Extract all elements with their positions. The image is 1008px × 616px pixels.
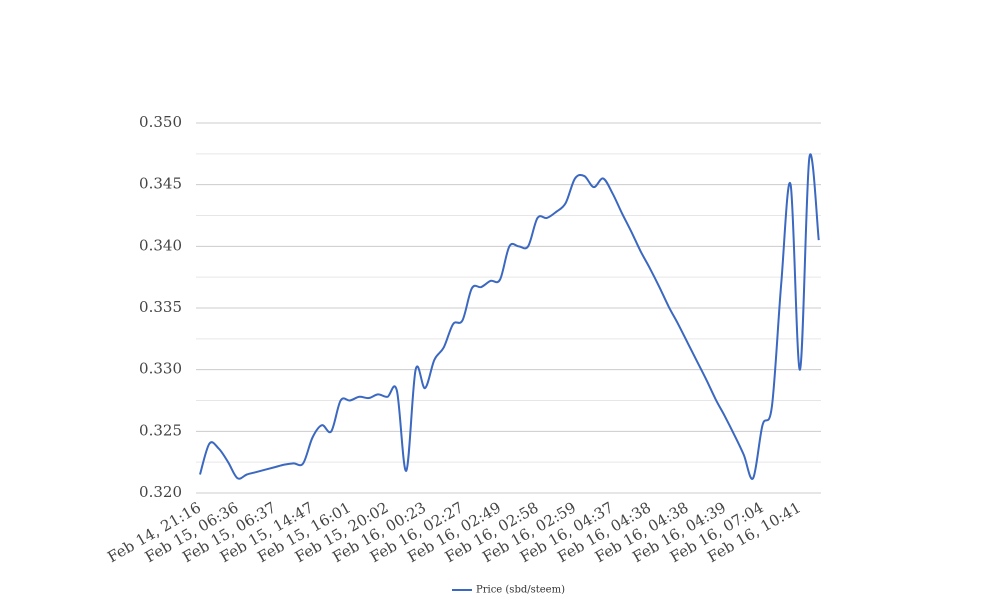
y-tick-label: 0.350 bbox=[139, 113, 182, 131]
y-tick-label: 0.345 bbox=[139, 175, 182, 193]
y-tick-label: 0.320 bbox=[139, 483, 182, 501]
y-tick-label: 0.335 bbox=[139, 298, 182, 316]
legend-label: Price (sbd/steem) bbox=[476, 585, 565, 596]
series-line bbox=[199, 153, 820, 480]
y-tick-label: 0.330 bbox=[139, 360, 182, 378]
y-tick-label: 0.325 bbox=[139, 421, 182, 439]
y-tick-label: 0.340 bbox=[139, 236, 182, 254]
